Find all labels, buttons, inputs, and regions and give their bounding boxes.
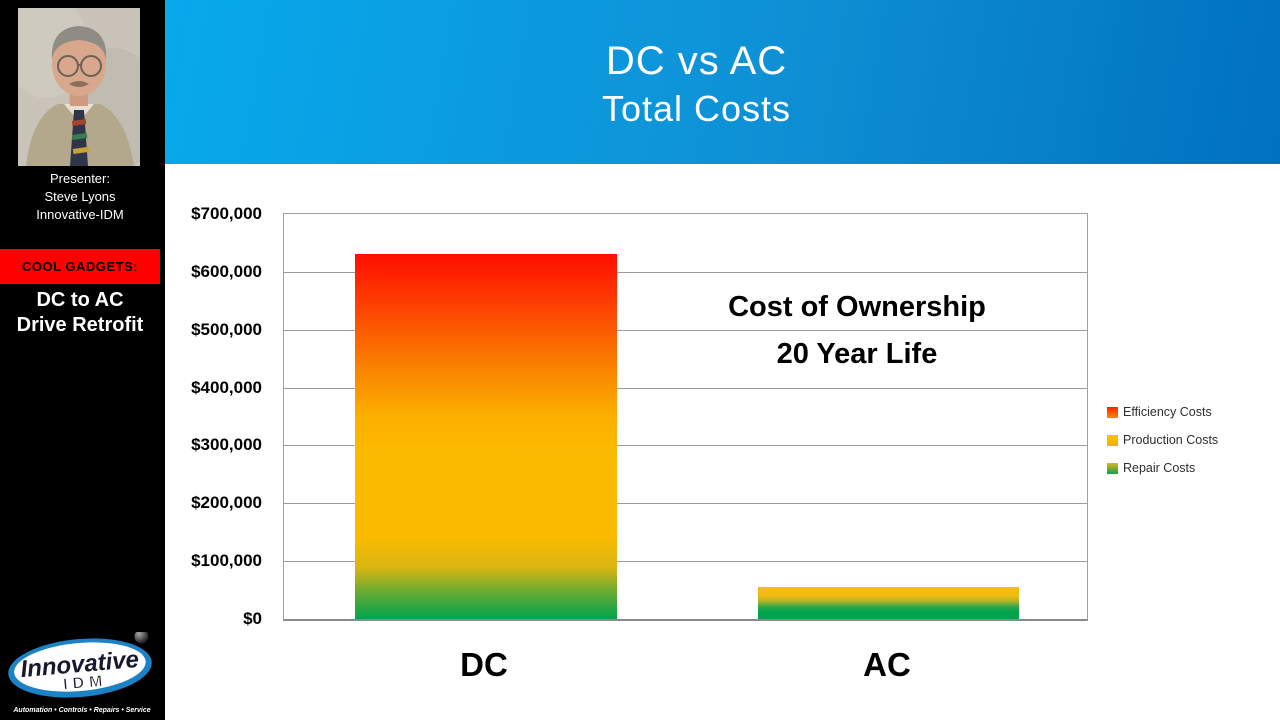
company-logo-image: Innovative IDM Automation • Controls • R… [8, 629, 152, 714]
logo-sphere-icon [134, 629, 149, 644]
legend-label-repair: Repair Costs [1123, 461, 1196, 475]
series-banner: COOL GADGETS: [0, 249, 160, 284]
bar-dc [355, 254, 617, 619]
legend-label-production: Production Costs [1123, 433, 1219, 447]
presenter-company: Innovative-IDM [36, 207, 124, 222]
annotation-line2: 20 Year Life [776, 338, 938, 370]
y-axis-tick: $600,000 [191, 262, 262, 281]
bar-ac [758, 587, 1019, 619]
presenter-name: Steve Lyons [44, 189, 116, 204]
slide-header: DC vs AC Total Costs [165, 0, 1280, 164]
y-axis-tick: $200,000 [191, 493, 262, 512]
topic-line2: Drive Retrofit [16, 314, 144, 336]
legend-item-production: Production Costs [1107, 432, 1218, 448]
logo-sub: IDM [63, 673, 109, 694]
x-axis-label-dc: DC [460, 646, 508, 683]
slide-title-line1: DC vs AC [605, 39, 788, 83]
legend-swatch-efficiency-icon [1107, 406, 1118, 418]
legend-label-efficiency: Efficiency Costs [1123, 405, 1212, 419]
company-logo: Innovative IDM Automation • Controls • R… [2, 629, 162, 718]
y-axis-tick: $0 [243, 609, 262, 628]
y-axis-labels: $700,000 $600,000 $500,000 $400,000 $300,000… [168, 0, 262, 720]
presenter-photo-image [18, 8, 140, 166]
y-axis-tick: $300,000 [191, 435, 262, 454]
topic-line1: DC to AC [36, 289, 124, 311]
slide-title: DC vs AC Total Costs [139, 0, 1254, 132]
annotation-line1: Cost of Ownership [728, 291, 986, 323]
legend-item-repair: Repair Costs [1107, 460, 1218, 476]
presenter-info: Presenter: Steve Lyons Innovative-IDM [0, 170, 160, 224]
x-axis-label-ac: AC [863, 646, 911, 683]
logo-tagline: Automation • Controls • Repairs • Servic… [12, 707, 150, 714]
legend-swatch-repair-icon [1107, 462, 1118, 474]
chart-legend: Efficiency Costs Production Costs Repair… [1107, 404, 1218, 488]
slide-title-line2: Total Costs [601, 88, 792, 129]
legend-swatch-production-icon [1107, 434, 1118, 446]
sidebar: Presenter: Steve Lyons Innovative-IDM CO… [0, 0, 165, 720]
presenter-label: Presenter: [50, 171, 110, 186]
y-axis-tick: $100,000 [191, 551, 262, 570]
y-axis-tick: $400,000 [191, 378, 262, 397]
presenter-photo [18, 8, 140, 166]
plot-area [283, 213, 1088, 621]
y-axis-tick: $700,000 [191, 204, 262, 223]
chart-annotation: Cost of Ownership 20 Year Life [657, 284, 1057, 378]
y-axis-tick: $500,000 [191, 320, 262, 339]
legend-item-efficiency: Efficiency Costs [1107, 404, 1218, 420]
presentation-topic: DC to AC Drive Retrofit [0, 288, 160, 338]
